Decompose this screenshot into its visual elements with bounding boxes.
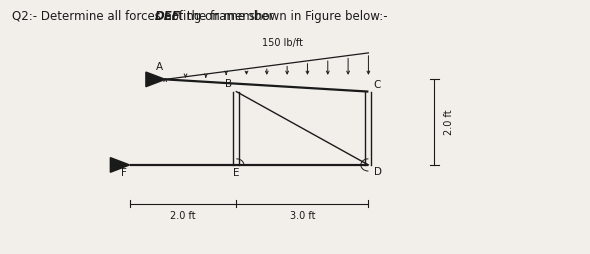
- Text: 2.0 ft: 2.0 ft: [170, 211, 196, 221]
- Polygon shape: [110, 157, 130, 172]
- Text: E: E: [233, 168, 240, 178]
- Text: Q2:- Determine all forces acting on member: Q2:- Determine all forces acting on memb…: [12, 10, 277, 23]
- Text: 2.0 ft: 2.0 ft: [444, 109, 454, 135]
- Text: D: D: [373, 167, 382, 177]
- Text: A: A: [156, 62, 163, 72]
- Polygon shape: [146, 72, 165, 87]
- Text: DEF: DEF: [155, 10, 181, 23]
- Text: C: C: [373, 80, 381, 90]
- Text: of the frame shown in Figure below:-: of the frame shown in Figure below:-: [168, 10, 388, 23]
- Text: 150 lb/ft: 150 lb/ft: [261, 38, 303, 48]
- Text: B: B: [225, 79, 232, 89]
- Text: 3.0 ft: 3.0 ft: [290, 211, 315, 221]
- Text: F: F: [121, 168, 127, 178]
